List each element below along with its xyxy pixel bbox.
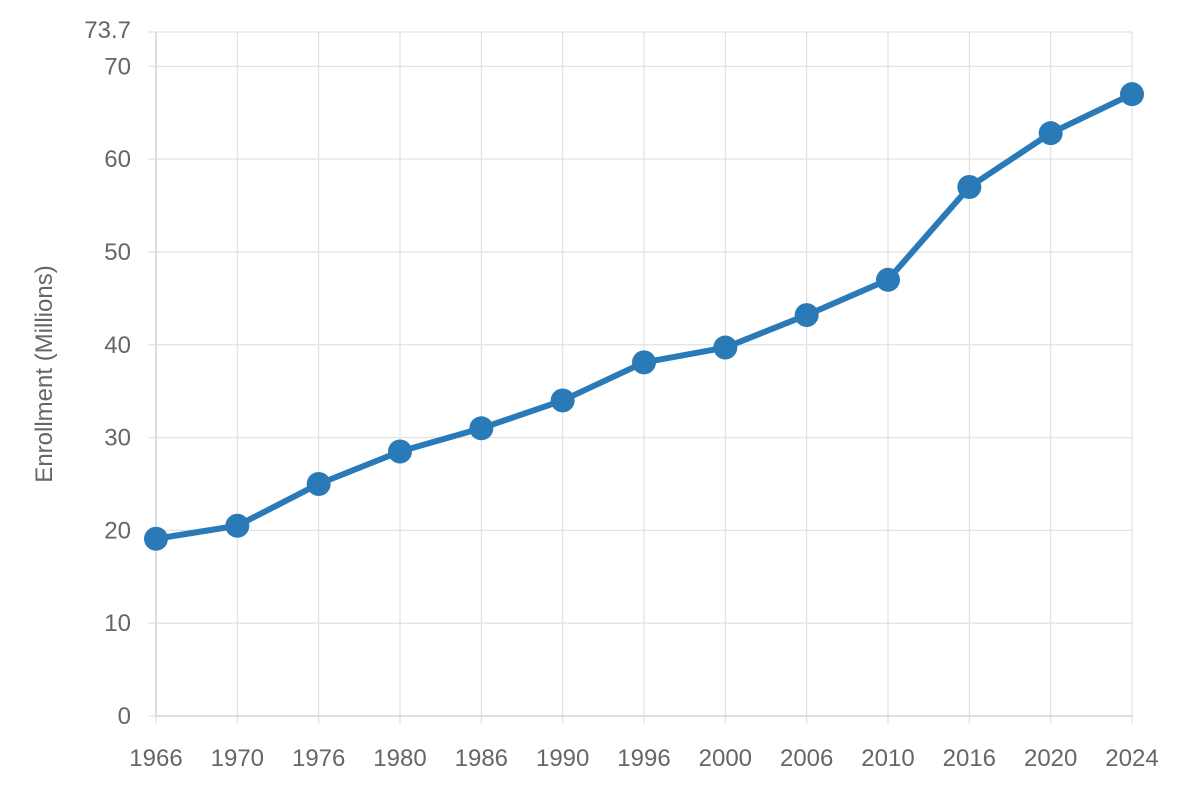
- data-point[interactable]: [876, 267, 900, 292]
- x-tick-label: 2000: [699, 745, 752, 772]
- x-tick-label: 2016: [943, 745, 996, 772]
- y-tick-label: 60: [104, 146, 131, 173]
- data-point[interactable]: [388, 439, 412, 464]
- y-tick-label: 10: [104, 610, 131, 637]
- axis-layer: 1966 1970 1976 1980 1986 1990 1996 2000 2006 2010…: [84, 17, 1158, 772]
- data-point[interactable]: [1038, 121, 1063, 146]
- y-tick-label: 30: [104, 425, 131, 452]
- x-tick-label: 1990: [536, 745, 589, 772]
- y-tick-label: 20: [104, 517, 131, 544]
- data-point[interactable]: [632, 350, 656, 375]
- y-tick-label: 70: [104, 53, 131, 80]
- x-tick-label: 1980: [373, 745, 426, 772]
- data-point[interactable]: [306, 471, 331, 496]
- y-top-tick-label: 73.7: [84, 17, 131, 44]
- x-tick-label: 1986: [455, 745, 508, 772]
- grid-layer: [148, 31, 1133, 724]
- x-tick-label: 1966: [129, 745, 182, 772]
- x-tick-label: 2024: [1105, 745, 1158, 772]
- data-point[interactable]: [225, 513, 250, 538]
- x-tick-label: 2020: [1024, 745, 1077, 772]
- data-point[interactable]: [144, 526, 168, 551]
- data-point[interactable]: [957, 174, 982, 199]
- data-point[interactable]: [713, 335, 738, 360]
- x-tick-label: 1970: [211, 745, 264, 772]
- y-tick-label: 50: [104, 239, 131, 266]
- data-point[interactable]: [1120, 82, 1144, 107]
- x-tick-label: 2010: [861, 745, 914, 772]
- data-point[interactable]: [794, 303, 819, 328]
- y-axis-title: Enrollment (Millions): [31, 265, 58, 482]
- x-tick-label: 1976: [292, 745, 345, 772]
- y-tick-label: 40: [104, 332, 131, 359]
- data-point[interactable]: [469, 416, 494, 441]
- x-tick-label: 1996: [617, 745, 670, 772]
- series-layer: [144, 82, 1144, 551]
- y-tick-label: 0: [118, 703, 131, 730]
- x-tick-label: 2006: [780, 745, 833, 772]
- data-point[interactable]: [550, 388, 575, 413]
